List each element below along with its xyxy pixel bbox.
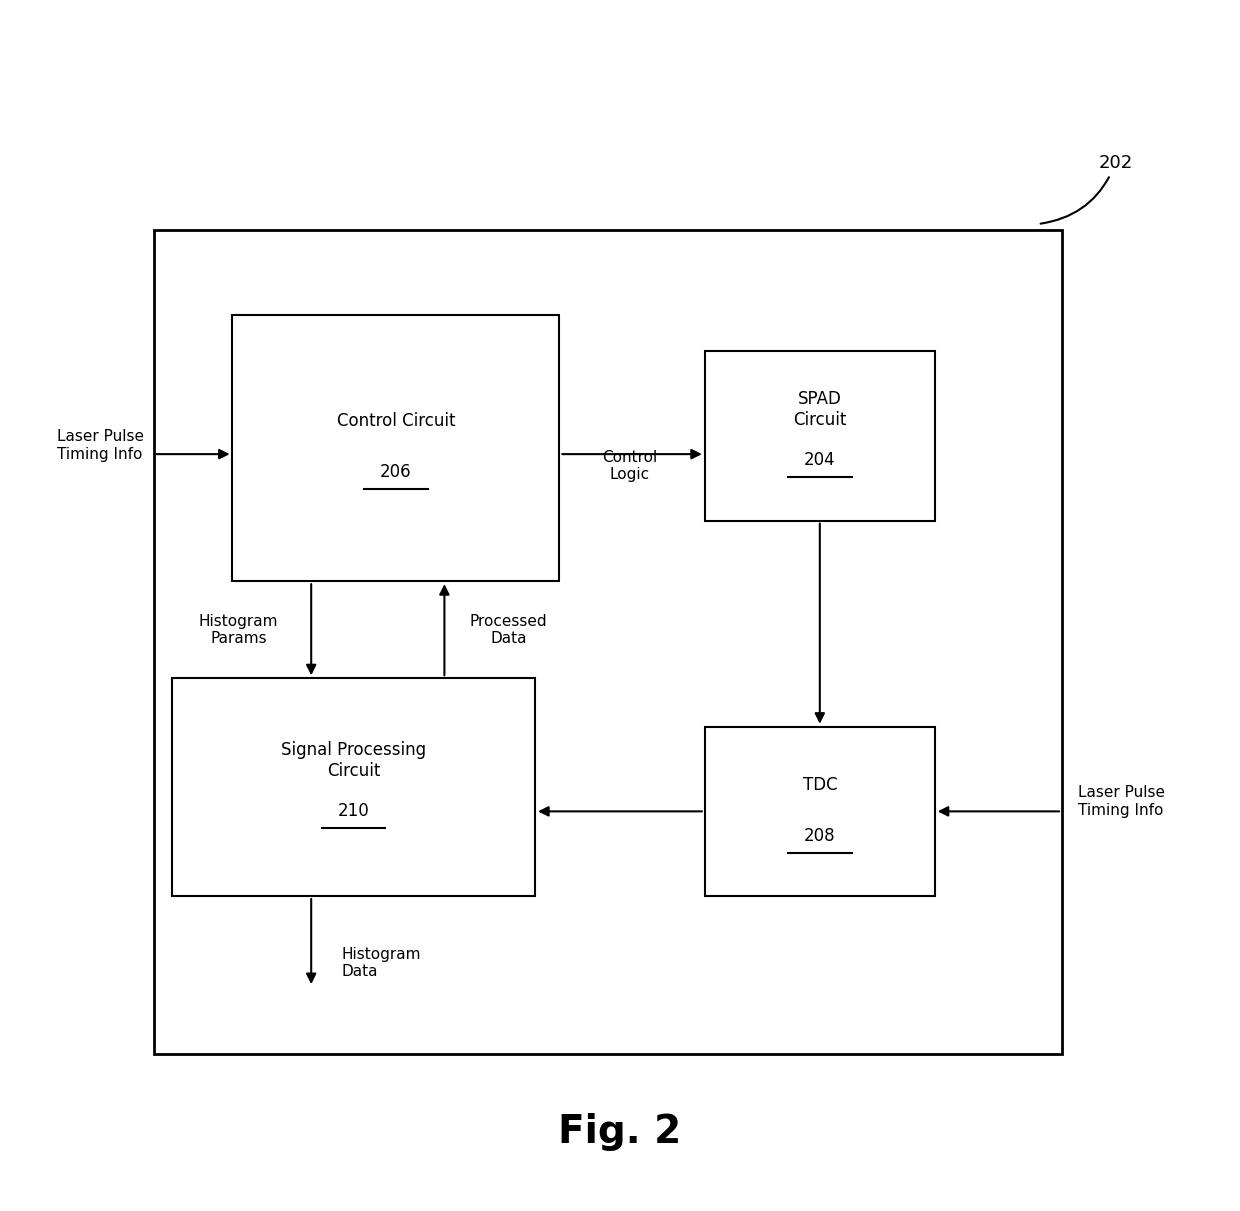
Text: Processed
Data: Processed Data: [470, 614, 547, 645]
Text: Histogram
Data: Histogram Data: [341, 947, 420, 978]
Text: 204: 204: [804, 452, 836, 469]
Bar: [172, 678, 536, 896]
Text: 202: 202: [1040, 154, 1132, 224]
Bar: [154, 230, 1061, 1054]
Text: SPAD
Circuit: SPAD Circuit: [794, 390, 847, 429]
Bar: [232, 315, 559, 581]
Text: Signal Processing
Circuit: Signal Processing Circuit: [281, 741, 427, 780]
Text: 210: 210: [337, 803, 370, 820]
Text: Laser Pulse
Timing Info: Laser Pulse Timing Info: [1078, 786, 1164, 817]
Bar: [704, 727, 935, 896]
Text: TDC: TDC: [802, 776, 837, 793]
Bar: [704, 351, 935, 521]
Text: 206: 206: [381, 464, 412, 481]
Text: Laser Pulse
Timing Info: Laser Pulse Timing Info: [57, 430, 144, 461]
Text: Histogram
Params: Histogram Params: [198, 614, 278, 645]
Text: Control
Logic: Control Logic: [603, 450, 657, 482]
Text: 208: 208: [804, 827, 836, 844]
Text: Fig. 2: Fig. 2: [558, 1113, 682, 1152]
Text: Control Circuit: Control Circuit: [337, 413, 455, 430]
